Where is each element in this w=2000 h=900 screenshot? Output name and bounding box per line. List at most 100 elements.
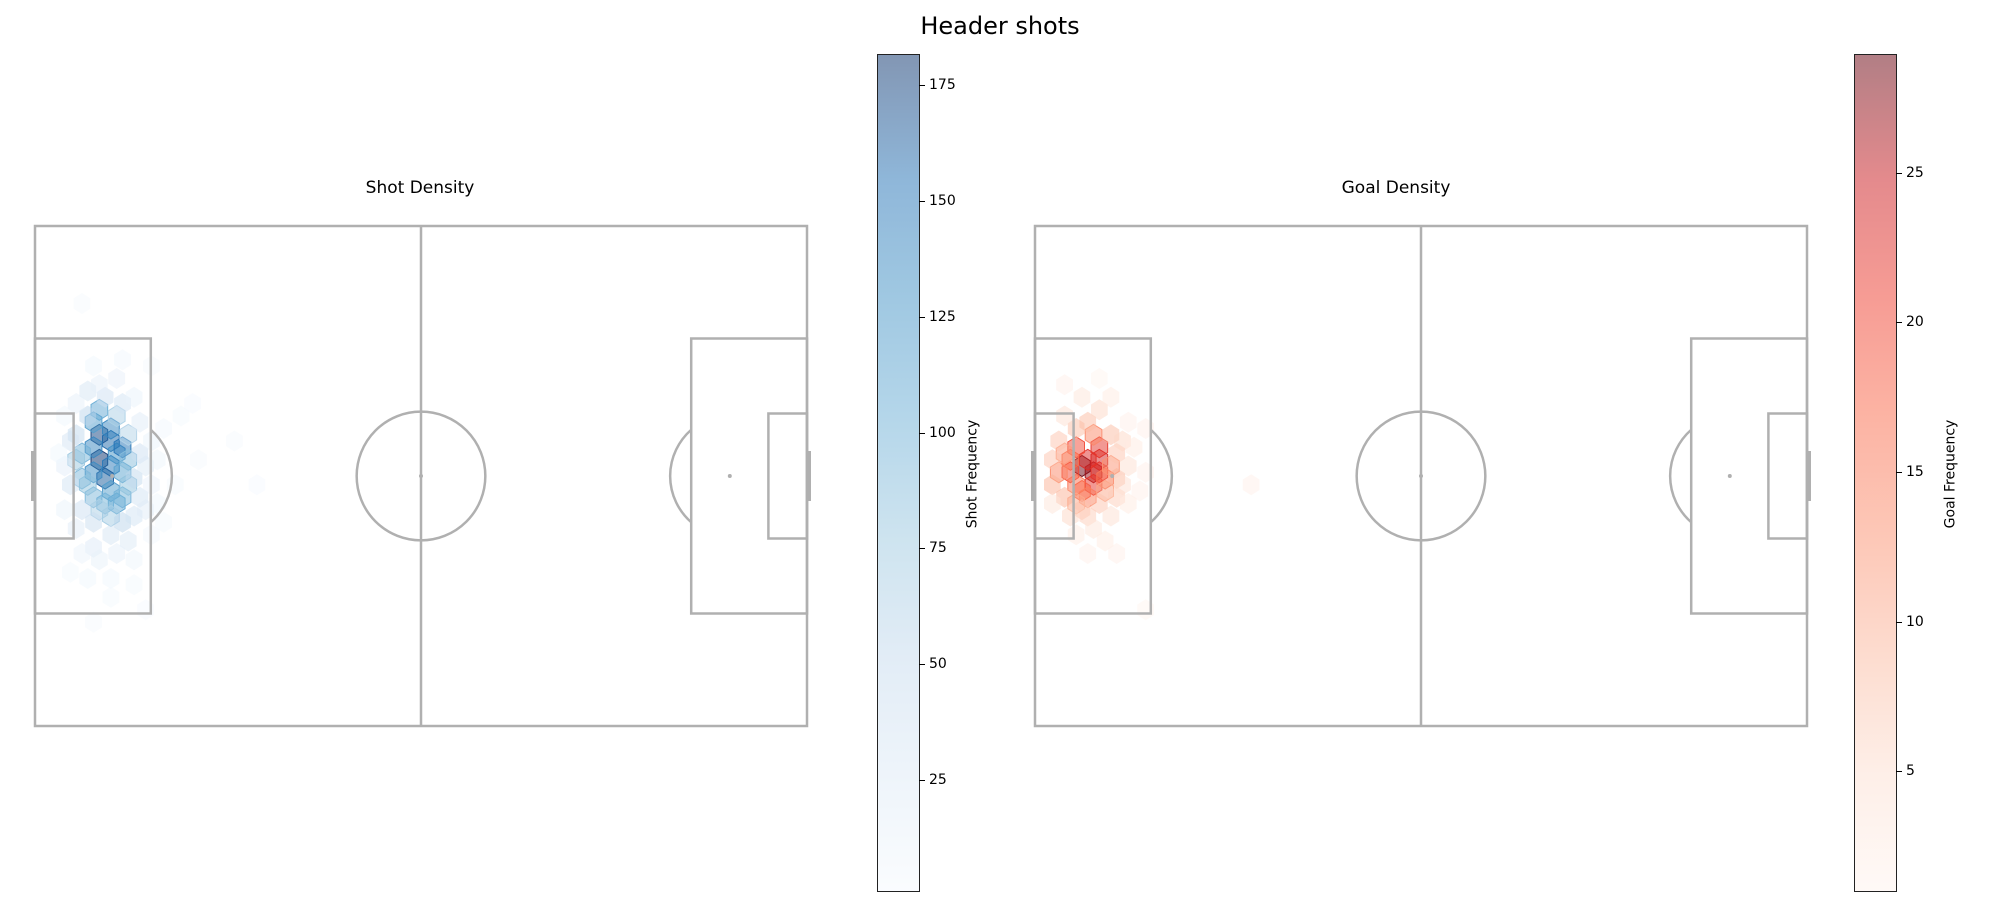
hexbin-cell	[102, 568, 120, 589]
colorbar-tick-label: 20	[1896, 314, 1924, 331]
center-circle	[1355, 410, 1487, 542]
hexbin-cell	[102, 586, 120, 608]
hexbin-cell	[73, 543, 91, 564]
hexbin-cell	[73, 499, 91, 521]
hexbin-cell	[56, 405, 73, 427]
right-penalty-arc	[668, 428, 693, 524]
hexbin-cell	[1044, 449, 1061, 471]
hexbin-cell	[1096, 530, 1114, 552]
colorbar-tick-label: 100	[919, 424, 956, 441]
hexbin-cell	[155, 511, 172, 533]
hexbin-cell	[125, 549, 143, 571]
hexbin-cell	[1073, 386, 1091, 408]
colorbar-tick-label: 50	[919, 656, 947, 673]
goal-colorbar-frame	[1854, 54, 1897, 892]
hexbin-cell	[102, 524, 120, 546]
goal-frequency-label: Goal Frequency	[1942, 419, 1959, 529]
hexbin-cell	[1119, 455, 1137, 477]
shot-frequency-label: Shot Frequency	[964, 419, 981, 529]
left-penalty-spot	[1110, 474, 1115, 478]
hexbin-cell	[248, 474, 266, 496]
hexbin-cell	[226, 430, 243, 452]
colorbar-tick-label: 25	[1896, 164, 1924, 181]
hexbin-cell	[1091, 368, 1108, 389]
hexbin-cell	[1044, 493, 1061, 514]
hexbin-cell	[1119, 411, 1137, 433]
left-penalty-arc	[1149, 428, 1174, 524]
hexbin-cell	[172, 405, 190, 427]
hexbin-cell	[1131, 480, 1149, 502]
colorbar-tick-label: 25	[919, 771, 947, 788]
shot-colorbar-frame	[877, 54, 920, 892]
hexbin-cell	[91, 549, 108, 571]
hexbin-cell	[1102, 386, 1120, 408]
hexbin-cell	[85, 511, 102, 533]
hexbin-cell	[50, 443, 68, 464]
hexbin-cell	[73, 293, 91, 314]
hexbin-cell	[1091, 399, 1108, 421]
hexbin-cell	[67, 518, 85, 539]
right-penalty-area	[689, 337, 809, 615]
hexbin-cell	[56, 499, 73, 521]
shot-density-title: Shot Density	[365, 178, 475, 198]
hexbin-cell	[1102, 505, 1120, 527]
hexbin-cell	[1056, 405, 1073, 427]
colorbar-tick-label: 5	[1896, 763, 1915, 780]
hexbin-cell	[85, 611, 102, 633]
hexbin-cell	[1067, 524, 1085, 546]
center-circle	[355, 410, 487, 542]
figure-title: Header shots	[920, 12, 1080, 40]
hexbin-cell	[125, 574, 143, 596]
right-penalty-arc	[1668, 428, 1693, 524]
hexbin-cell	[108, 543, 126, 564]
hexbin-cell	[1091, 493, 1108, 514]
hexbin-cell	[125, 468, 143, 489]
hexbin-cell	[1242, 474, 1260, 496]
center-spot	[419, 474, 423, 478]
right-penalty-area	[1689, 337, 1809, 615]
hexbin-cell	[1125, 436, 1143, 458]
right-penalty-spot	[727, 474, 732, 478]
hexbin-cell	[85, 355, 102, 377]
hexbin-cell	[78, 473, 97, 496]
colorbar-tick-label: 15	[1896, 464, 1924, 480]
shot-density-pitch	[31, 224, 811, 728]
hexbin-cell	[114, 349, 131, 371]
hexbin-cell	[1050, 430, 1068, 452]
colorbar-tick-label: 10	[1896, 613, 1924, 630]
colorbar-tick-label: 175	[919, 77, 956, 94]
hexbin-cell	[79, 405, 97, 427]
hexbin-cell	[155, 418, 172, 439]
hexbin-cell	[1079, 543, 1097, 564]
right-six-yard-box	[1767, 412, 1809, 540]
hexbin-cell	[131, 411, 149, 433]
hexbin-cell	[62, 561, 79, 583]
hexbin-cell	[1044, 474, 1061, 496]
hexbin-cell	[108, 368, 126, 389]
hexbin-cell	[91, 374, 108, 396]
colorbar-tick-label: 125	[919, 308, 956, 325]
colorbar-tick-label: 150	[919, 193, 956, 210]
hexbin-cell	[1067, 418, 1085, 439]
hexbin-cell	[190, 449, 207, 471]
hexbin-cell	[1114, 474, 1131, 496]
left-penalty-arc	[149, 428, 174, 524]
left-penalty-spot	[110, 474, 115, 478]
goal-density-title: Goal Density	[1341, 178, 1451, 198]
center-spot	[1419, 474, 1423, 478]
hexbin-cell	[1085, 518, 1102, 539]
hexbin-cell	[125, 386, 143, 408]
right-goal	[807, 451, 811, 501]
hexbin-cell	[79, 568, 97, 589]
right-goal	[1807, 451, 1811, 501]
hexbin-cell	[184, 393, 201, 414]
hexbin-cell	[1108, 543, 1126, 564]
right-six-yard-box	[767, 412, 809, 540]
right-penalty-spot	[1727, 474, 1732, 478]
left-goal	[1031, 451, 1035, 501]
colorbar-tick-label: 75	[919, 540, 947, 557]
hexbin-cell	[1119, 493, 1137, 514]
hexbin-cell	[148, 449, 166, 471]
goal-density-pitch	[1031, 224, 1811, 728]
hexbin-cell	[119, 530, 137, 552]
